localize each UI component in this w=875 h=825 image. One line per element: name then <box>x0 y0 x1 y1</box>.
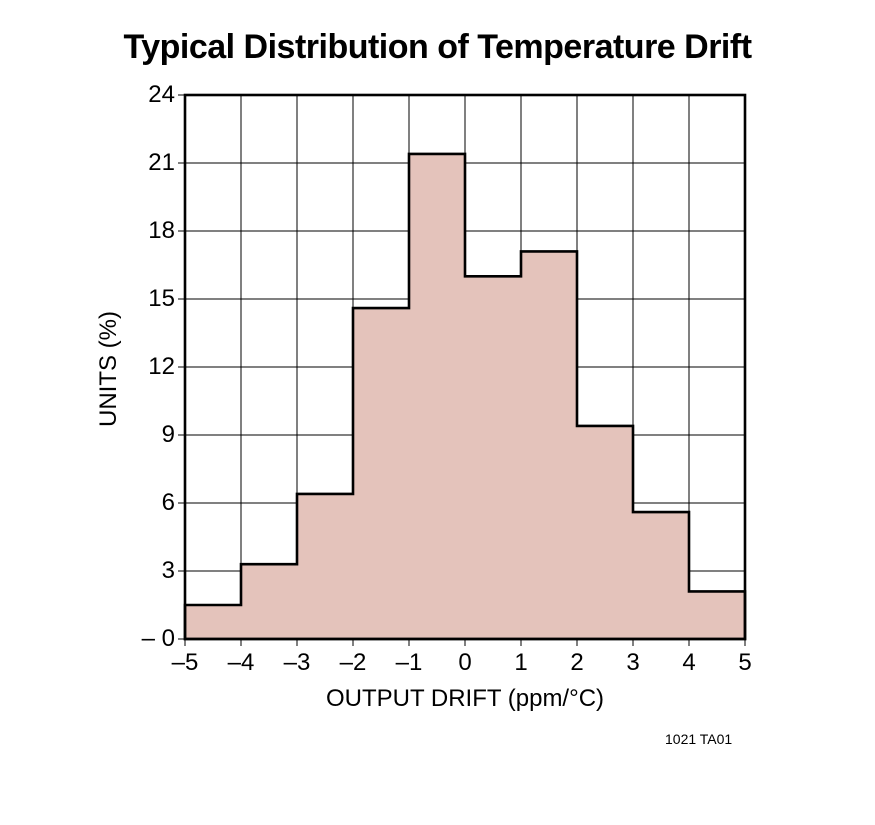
y-tick-label: 18 <box>120 217 175 245</box>
x-tick-label: 0 <box>435 649 495 677</box>
x-tick-label: 4 <box>659 649 719 677</box>
histogram-plot <box>0 0 875 825</box>
x-tick-label: –5 <box>155 649 215 677</box>
y-tick-label: 21 <box>120 149 175 177</box>
y-tick-label: 12 <box>120 353 175 381</box>
x-tick-label: –1 <box>379 649 439 677</box>
y-tick-label: – 0 <box>120 625 175 653</box>
x-tick-label: –3 <box>267 649 327 677</box>
x-tick-label: 5 <box>715 649 775 677</box>
y-tick-label: 24 <box>120 81 175 109</box>
y-tick-label: 9 <box>120 421 175 449</box>
x-tick-label: 3 <box>603 649 663 677</box>
y-tick-label: 3 <box>120 557 175 585</box>
y-tick-label: 15 <box>120 285 175 313</box>
x-tick-label: –4 <box>211 649 271 677</box>
page-root: { "chart": { "type": "histogram", "title… <box>0 0 875 825</box>
x-tick-label: –2 <box>323 649 383 677</box>
x-tick-label: 2 <box>547 649 607 677</box>
x-tick-label: 1 <box>491 649 551 677</box>
y-tick-label: 6 <box>120 489 175 517</box>
